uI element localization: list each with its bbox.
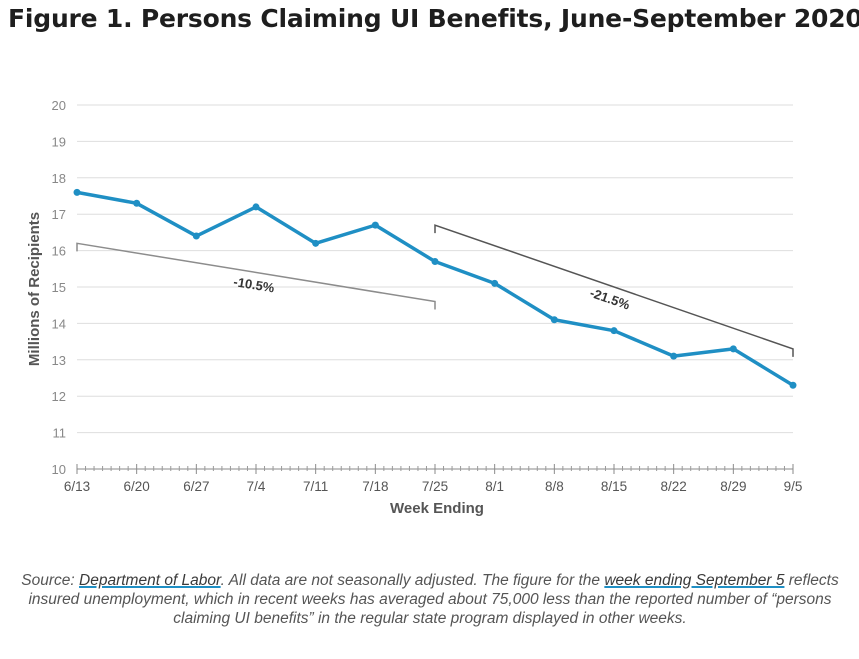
x-tick-label: 7/25 [422,479,448,494]
data-point [371,221,379,229]
trend-label: -10.5% [232,274,275,295]
data-point [789,381,797,389]
data-point [73,188,81,196]
x-tick-label: 6/20 [124,479,150,494]
data-point [491,279,499,287]
data-point [610,327,618,335]
source-prefix: Source: [21,572,80,589]
y-tick-label: 14 [52,316,66,331]
y-tick-label: 12 [52,389,66,404]
y-tick-label: 16 [52,244,66,259]
y-tick-label: 20 [52,98,66,113]
department-of-labor-link[interactable]: Department of Labor [79,572,221,589]
x-axis-title: Week Ending [390,500,484,517]
trend-label: -21.5% [588,285,632,313]
y-tick-label: 13 [52,353,66,368]
x-tick-label: 6/27 [183,479,209,494]
source-text-part-2: . All data are not seasonally adjusted. … [220,572,605,589]
y-tick-label: 19 [52,134,66,149]
line-chart: 10 11 12 13 14 15 16 17 18 19 20 6/13 6/20 6/27 7/4 7/1… [26,98,803,517]
data-point [192,232,200,240]
chart-title: Figure 1. Persons Claiming UI Benefits, … [8,4,859,33]
y-tick-label: 18 [52,171,66,186]
data-point [431,258,439,266]
trend-line [76,242,436,310]
data-point [729,345,737,353]
source-note: Source: Department of Labor. All data ar… [14,571,846,628]
x-tick-label: 8/29 [720,479,746,494]
x-tick-label: 8/15 [601,479,627,494]
data-point [133,199,141,207]
y-tick-label: 15 [52,280,66,295]
x-tick-label: 9/5 [784,479,803,494]
x-tick-label: 8/1 [485,479,504,494]
data-point [312,239,320,247]
data-point [252,203,260,211]
x-tick-label: 8/22 [661,479,687,494]
y-axis-title: Millions of Recipients [26,212,43,366]
y-tick-label: 11 [53,426,67,441]
data-point [550,316,558,324]
x-tick-label: 7/18 [362,479,388,494]
y-tick-label: 17 [52,207,66,222]
x-tick-label: 8/8 [545,479,564,494]
x-tick-label: 7/11 [303,479,328,494]
series-line [76,190,794,387]
x-tick-label: 7/4 [247,479,266,494]
data-point [670,352,678,360]
week-ending-september-5-link[interactable]: week ending September 5 [604,572,785,589]
y-tick-label: 10 [52,462,66,477]
x-tick-label: 6/13 [64,479,90,494]
trend-line [434,224,794,357]
source-text-part-3: reflects insured unemployment, which in … [28,572,839,627]
